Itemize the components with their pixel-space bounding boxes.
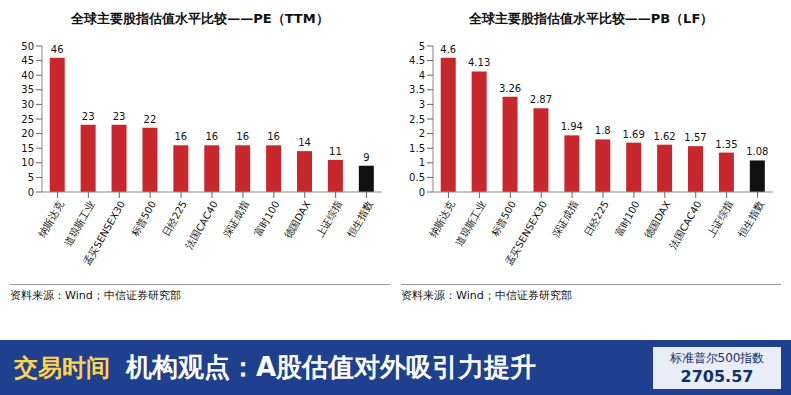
svg-text:法国CAC40: 法国CAC40: [667, 199, 703, 251]
svg-text:40: 40: [21, 70, 34, 81]
svg-text:1.62: 1.62: [653, 131, 675, 142]
svg-text:4.5: 4.5: [409, 55, 425, 66]
svg-text:道琼斯工业: 道琼斯工业: [62, 199, 97, 248]
svg-text:1.35: 1.35: [715, 139, 737, 150]
html-text:交易时间: 交易时间: [14, 353, 110, 382]
svg-text:德国DAX: 德国DAX: [643, 199, 673, 240]
svg-text:孟买SENSEX30: 孟买SENSEX30: [81, 199, 127, 267]
svg-text:1.94: 1.94: [561, 121, 583, 132]
svg-text:3.5: 3.5: [409, 84, 425, 95]
svg-text:10: 10: [21, 157, 34, 168]
svg-text:23: 23: [113, 111, 126, 122]
svg-text:3: 3: [419, 99, 425, 110]
svg-text:46: 46: [51, 44, 64, 55]
svg-text:9: 9: [363, 152, 369, 163]
svg-text:16: 16: [267, 131, 280, 142]
html-text:资料来源：Wind；中信证券研究部: 资料来源：Wind；中信证券研究部: [10, 289, 181, 302]
svg-text:上证综指: 上证综指: [314, 199, 344, 239]
svg-text:恒生指数: 恒生指数: [344, 199, 374, 240]
svg-text:1.69: 1.69: [623, 129, 645, 140]
svg-text:16: 16: [236, 131, 249, 142]
svg-text:1.57: 1.57: [684, 132, 706, 143]
svg-text:50: 50: [21, 41, 34, 52]
svg-text:23: 23: [82, 111, 95, 122]
svg-text:35: 35: [21, 84, 34, 95]
svg-text:4: 4: [419, 70, 425, 81]
svg-text:45: 45: [21, 55, 34, 66]
svg-text:标普500: 标普500: [128, 199, 158, 239]
html-text:2705.57: 2705.57: [680, 366, 754, 386]
svg-text:2.5: 2.5: [409, 114, 425, 125]
svg-text:0.5: 0.5: [409, 172, 425, 183]
svg-text:纳斯达克: 纳斯达克: [36, 199, 66, 239]
svg-text:标普500: 标普500: [489, 199, 519, 239]
svg-text:深证成指: 深证成指: [550, 199, 580, 239]
svg-text:25: 25: [21, 114, 34, 125]
svg-text:上证综指: 上证综指: [705, 199, 735, 239]
svg-text:1.08: 1.08: [746, 146, 768, 157]
html-text:资料来源：Wind；中信证券研究部: 资料来源：Wind；中信证券研究部: [401, 289, 572, 302]
svg-text:20: 20: [21, 128, 34, 139]
svg-text:德国DAX: 德国DAX: [282, 199, 312, 240]
svg-text:2: 2: [419, 128, 425, 139]
svg-text:11: 11: [329, 146, 342, 157]
svg-text:5: 5: [28, 172, 34, 183]
svg-text:4.13: 4.13: [468, 57, 490, 68]
svg-text:深证成指: 深证成指: [221, 199, 251, 239]
svg-text:4.6: 4.6: [440, 44, 456, 55]
svg-text:0: 0: [28, 187, 34, 198]
html-text:全球主要股指估值水平比较——PB（LF）: 全球主要股指估值水平比较——PB（LF）: [468, 11, 714, 26]
svg-text:0: 0: [419, 187, 425, 198]
svg-text:孟买SENSEX30: 孟买SENSEX30: [503, 199, 549, 267]
svg-text:15: 15: [21, 143, 34, 154]
svg-text:富时100: 富时100: [253, 199, 282, 238]
svg-text:道琼斯工业: 道琼斯工业: [453, 199, 488, 248]
svg-text:富时100: 富时100: [613, 199, 642, 238]
svg-text:法国CAC40: 法国CAC40: [184, 199, 220, 251]
svg-text:5: 5: [419, 41, 425, 52]
svg-text:3.26: 3.26: [499, 83, 521, 94]
html-text:机构观点：A股估值对外吸引力提升: 机构观点：A股估值对外吸引力提升: [126, 352, 537, 382]
svg-text:1.5: 1.5: [409, 143, 425, 154]
svg-text:纳斯达克: 纳斯达克: [427, 199, 457, 239]
svg-text:1.8: 1.8: [595, 125, 611, 136]
svg-text:30: 30: [21, 99, 34, 110]
svg-text:16: 16: [174, 131, 187, 142]
svg-text:16: 16: [205, 131, 218, 142]
svg-text:2.87: 2.87: [530, 94, 552, 105]
svg-text:日经225: 日经225: [582, 199, 611, 238]
svg-text:14: 14: [298, 137, 311, 148]
html-text:全球主要股指估值水平比较——PE（TTM）: 全球主要股指估值水平比较——PE（TTM）: [71, 11, 329, 26]
svg-text:日经225: 日经225: [160, 199, 189, 238]
svg-text:1: 1: [419, 157, 425, 168]
html-text:标准普尔500指数: 标准普尔500指数: [669, 350, 765, 365]
svg-text:恒生指数: 恒生指数: [735, 199, 765, 240]
svg-text:22: 22: [144, 114, 157, 125]
